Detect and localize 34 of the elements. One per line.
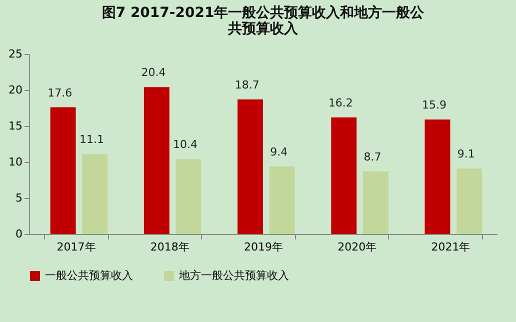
bar (331, 117, 357, 234)
bar (269, 166, 295, 234)
bar (50, 107, 76, 234)
bar (176, 159, 202, 234)
bar (238, 99, 263, 234)
x-tick-label: 2017年 (56, 240, 96, 254)
x-tick-label: 2020年 (338, 240, 377, 254)
data-label: 9.4 (270, 145, 288, 158)
x-tick-label: 2018年 (150, 240, 190, 254)
legend-label: 地方一般公共预算收入 (178, 269, 289, 282)
y-tick-label: 5 (16, 192, 22, 204)
data-label: 16.2 (328, 96, 353, 110)
bar (424, 120, 450, 234)
bar (82, 154, 108, 234)
y-tick-label: 20 (8, 84, 22, 96)
bar (456, 168, 482, 234)
data-label: 11.1 (79, 133, 104, 146)
data-label: 8.7 (364, 150, 382, 164)
y-tick-label: 25 (8, 48, 22, 60)
data-label: 18.7 (234, 78, 260, 92)
y-tick-label: 0 (16, 228, 22, 240)
legend-label: 一般公共预算收入 (45, 269, 133, 282)
data-label: 20.4 (141, 66, 166, 80)
data-label: 17.6 (48, 86, 72, 100)
x-tick-label: 2019年 (244, 240, 283, 254)
data-label: 15.9 (422, 98, 447, 112)
data-label: 10.4 (173, 138, 198, 152)
x-tick-label: 2021年 (431, 240, 470, 254)
data-label: 9.1 (457, 147, 475, 160)
chart-title: 图7 2017-2021年一般公共预算收入和地方一般公共预算收入 (102, 4, 426, 37)
bar (144, 87, 170, 234)
bar (362, 171, 388, 234)
y-tick-label: 15 (8, 120, 22, 132)
y-tick-label: 10 (8, 156, 22, 168)
